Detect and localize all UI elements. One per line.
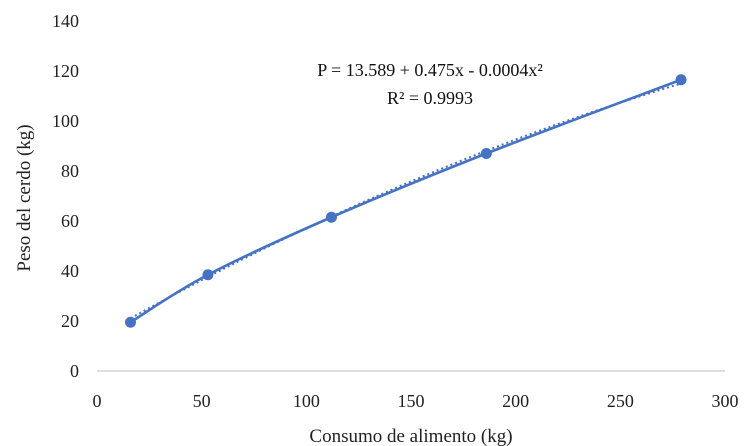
x-tick-label: 250 (607, 391, 634, 411)
data-point (675, 74, 687, 86)
x-tick-label: 0 (93, 391, 102, 411)
data-point (124, 316, 136, 328)
y-tick-label: 100 (52, 111, 79, 131)
data-points (124, 74, 687, 328)
data-point (325, 211, 337, 223)
trendline-equation: P = 13.589 + 0.475x - 0.0004x² (317, 60, 543, 80)
y-tick-label: 20 (61, 311, 79, 331)
y-tick-label: 140 (52, 11, 79, 31)
y-tick-label: 0 (70, 361, 79, 381)
y-axis-ticks: 0 20 40 60 80 100 120 140 (52, 11, 79, 381)
y-tick-label: 120 (52, 61, 79, 81)
y-tick-label: 60 (61, 211, 79, 231)
data-point (202, 269, 214, 281)
x-tick-label: 150 (398, 391, 425, 411)
x-tick-label: 200 (502, 391, 529, 411)
plot-area: 0 20 40 60 80 100 120 140 0 50 100 150 200 250 300 (52, 11, 739, 411)
y-tick-label: 40 (61, 261, 79, 281)
y-tick-label: 80 (61, 161, 79, 181)
x-tick-label: 50 (193, 391, 211, 411)
y-axis-title: Peso del cerdo (kg) (14, 124, 35, 271)
series-line (129, 78, 682, 324)
trendline (130, 82, 682, 320)
x-axis-ticks: 0 50 100 150 200 250 300 (93, 391, 739, 411)
x-axis-title: Consumo de alimento (kg) (309, 426, 512, 446)
x-tick-label: 100 (293, 391, 320, 411)
x-tick-label: 300 (712, 391, 739, 411)
r-squared-label: R² = 0.9993 (387, 88, 473, 108)
data-point (480, 148, 492, 159)
